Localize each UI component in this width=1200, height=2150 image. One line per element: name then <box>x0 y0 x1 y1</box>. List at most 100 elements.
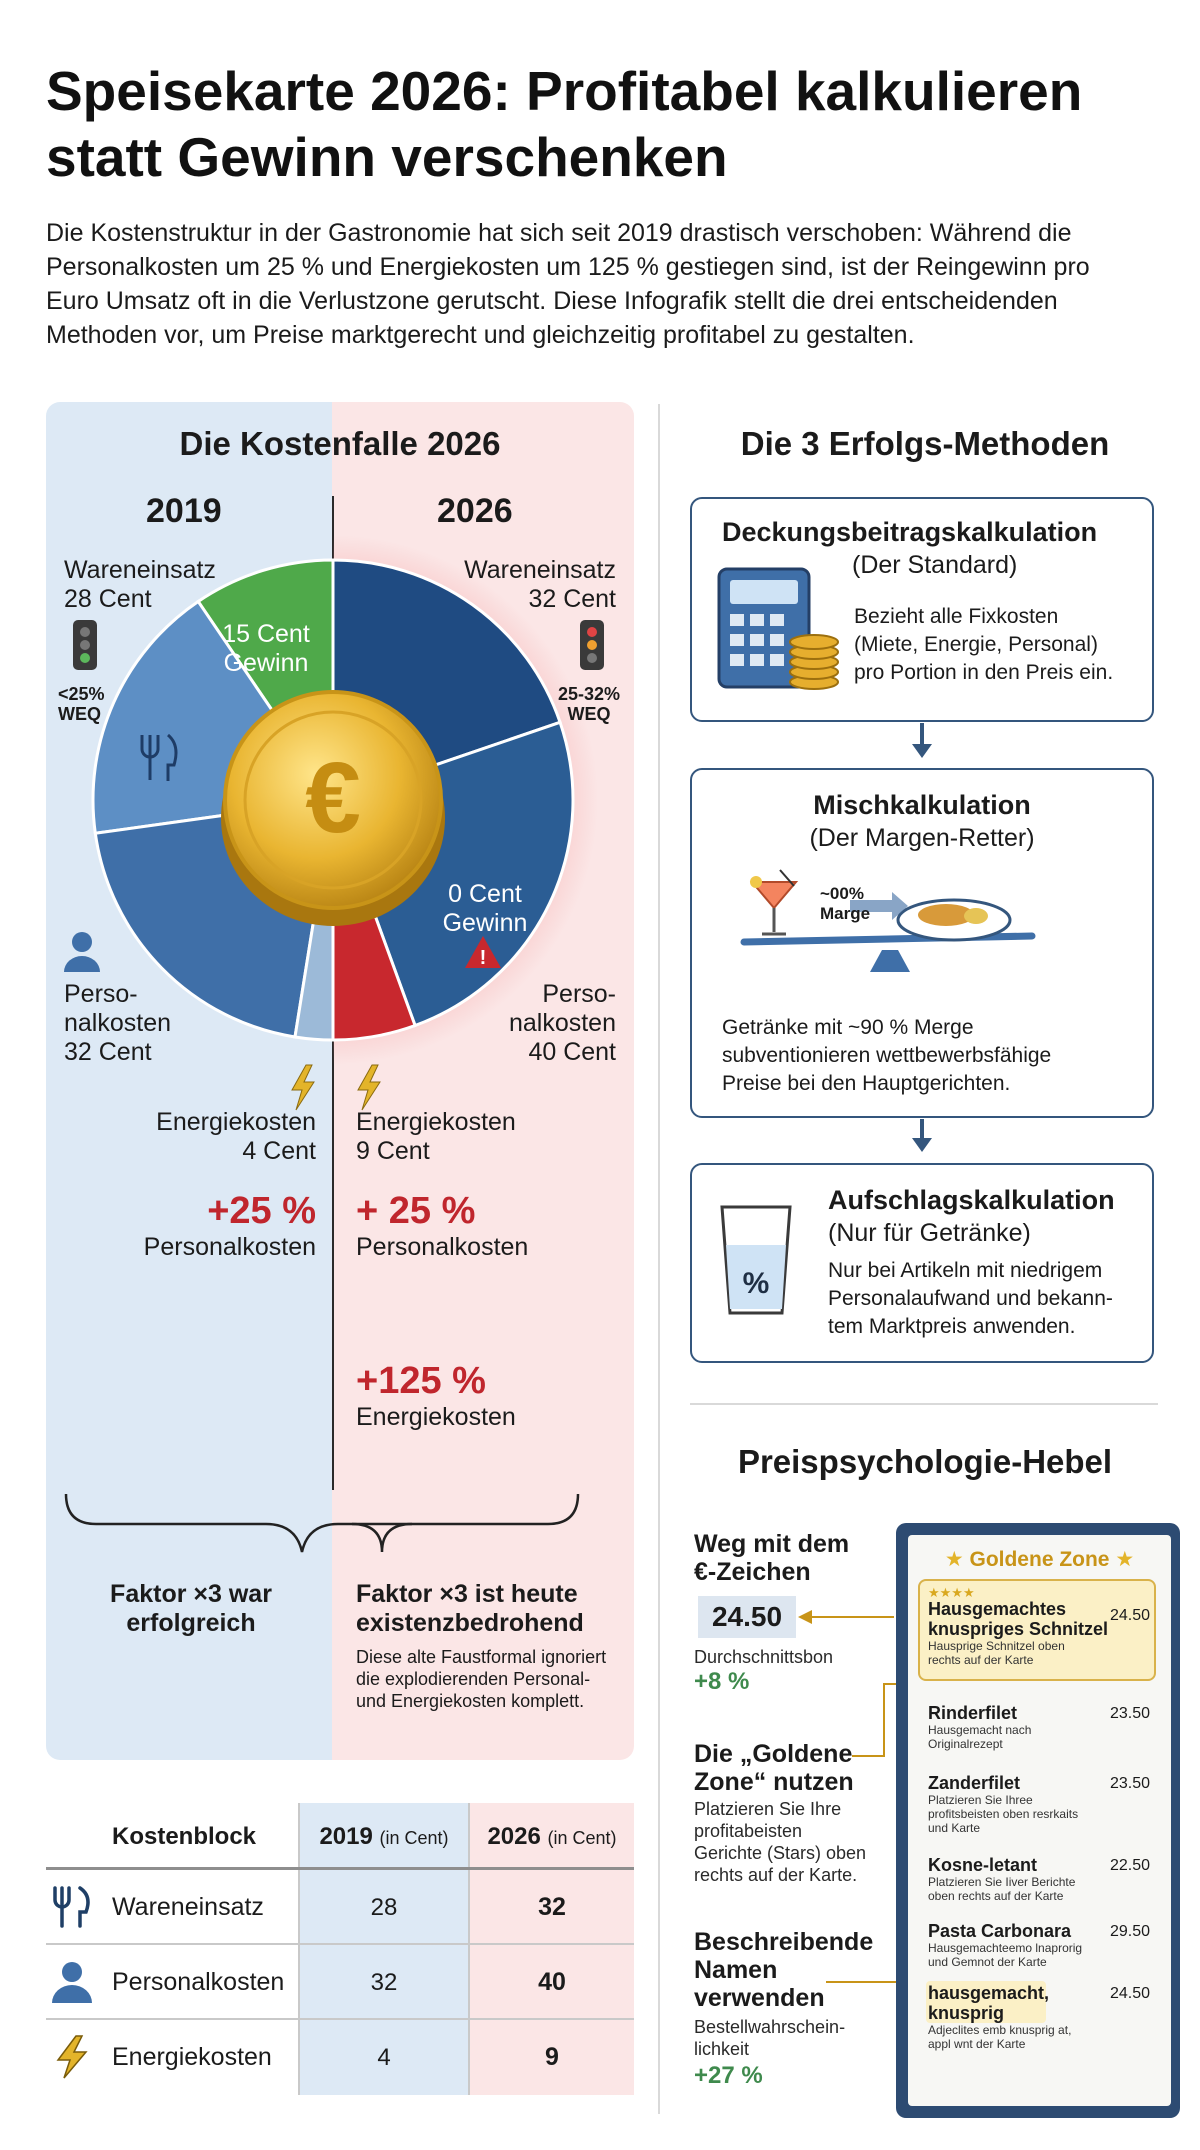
lever-zone-text: Platzieren Sie Ihre profitabeisten Geric… <box>694 1798 866 1886</box>
row-label: Wareneinsatz <box>112 1893 264 1921</box>
intro-line: Euro Umsatz oft in die Verlustzone gerut… <box>46 287 1058 315</box>
card-text-line: Getränke mit ~90 % Merge <box>722 1016 974 1039</box>
menu-item-name: knuspriges Schnitzel <box>928 1619 1109 1639</box>
card-text-line: Personalaufwand und bekann- <box>828 1287 1113 1310</box>
column-separator <box>658 404 660 2114</box>
card-text: Nur bei Artikeln mit niedrigem Personala… <box>828 1257 1113 1341</box>
cell-2026: 40 <box>468 1945 634 2018</box>
method-card-aufschlag: % Aufschlagskalkulation (Nur für Getränk… <box>690 1163 1154 1363</box>
label-text: nalkosten <box>64 1009 172 1037</box>
label-text: nalkosten <box>508 1009 616 1037</box>
cell-2026: 32 <box>468 1870 634 1943</box>
lever-text-line: rechts auf der Karte. <box>694 1865 858 1885</box>
card-text-line: (Miete, Energie, Personal) <box>854 633 1098 656</box>
menu-item-name: Pasta Carbonara <box>928 1921 1072 1941</box>
menu-item-desc: Hausgemachteemo lnaprorig <box>928 1941 1083 1955</box>
card-text: Getränke mit ~90 % Merge subventionieren… <box>722 1014 1051 1098</box>
warning-icon <box>465 936 501 968</box>
card-text-line: Preise bei den Hauptgerichten. <box>722 1072 1011 1095</box>
page-title: Speisekarte 2026: Profitabel kalkulieren… <box>46 58 1166 190</box>
label-value: 4 Cent <box>242 1137 316 1165</box>
weq-value: <25% <box>58 684 105 704</box>
menu-item: hausgemacht, knusprig Adjeclites emb knus… <box>928 1983 1156 2051</box>
coins-icon <box>789 634 839 690</box>
weq-word: WEQ <box>567 704 611 724</box>
intro-line: Personalkosten um 25 % und Energiekosten… <box>46 253 1090 281</box>
seesaw-scale-icon <box>740 869 1036 972</box>
increase2-2026: +125 % Energiekosten <box>356 1360 516 1432</box>
menu-item-desc: profitsbeisten oben resrkaits <box>928 1807 1079 1821</box>
warning-mark: ! <box>480 947 487 969</box>
marge-value: ~00% <box>820 884 864 903</box>
card-title: Aufschlagskalkulation <box>828 1185 1115 1215</box>
increase-label: Personalkosten <box>356 1233 529 1261</box>
faktor-note: Diese alte Faustformal ignoriert die exp… <box>356 1646 606 1712</box>
cell-2019: 32 <box>298 1945 468 2018</box>
note-line: Diese alte Faustformal ignoriert <box>356 1647 607 1667</box>
faktor-line: existenzbedrohend <box>356 1609 584 1637</box>
stars-rating-icon: ★★★★ <box>928 1585 975 1600</box>
card-text-line: tem Marktpreis anwenden. <box>828 1315 1076 1338</box>
increase-value: +25 % <box>207 1190 316 1232</box>
lever-names-title: Beschreibende Namen verwenden <box>694 1928 873 2012</box>
menu-item-name: Kosne-letant <box>928 1855 1038 1875</box>
menu-item-desc: Platzieren Sie Ihree <box>928 1793 1033 1807</box>
year-2019-label: 2019 <box>146 492 222 530</box>
card-text: Bezieht alle Fixkosten (Miete, Energie, … <box>854 603 1113 687</box>
lightning-icon <box>56 2035 88 2079</box>
traffic-light-icon-2026 <box>580 620 604 670</box>
menu-item-desc: Platzieren Sie Iiver Berichte <box>928 1875 1076 1889</box>
flow-arrow <box>920 1119 924 1145</box>
menu-card: ★ Goldene Zone ★ ★★★★ Hausgemachtes knusp… <box>896 1523 1180 2118</box>
lever-text-line: Bestellwahrschein- <box>694 2017 846 2037</box>
label-value: 28 Cent <box>64 585 152 613</box>
scale-marge-label: ~00% Marge <box>820 884 870 924</box>
lever-title-line: Zone“ nutzen <box>694 1768 854 1796</box>
lever-text-line: Platzieren Sie Ihre <box>694 1799 842 1819</box>
lever-names-value: +27 % <box>694 2062 763 2089</box>
lever-text-line: lichkeit <box>694 2039 750 2059</box>
weq-value: 25-32% <box>557 684 621 704</box>
lever-title-line: Namen <box>694 1956 778 1984</box>
lever-text-line: profitabeisten <box>694 1821 803 1841</box>
person-icon <box>64 932 100 972</box>
menu-item-name: Hausgemachtes <box>928 1599 1067 1619</box>
label-text: Wareneinsatz <box>64 556 216 584</box>
waren-2019-label: Wareneinsatz 28 Cent <box>64 556 216 614</box>
lever-euro-value: +8 % <box>694 1668 750 1695</box>
arrow-down-icon <box>912 744 932 758</box>
euro-coin-icon <box>223 690 443 910</box>
traffic-light-icon-2019 <box>73 620 97 670</box>
lightning-icon <box>291 1064 315 1111</box>
increase-label: Energiekosten <box>356 1403 516 1431</box>
card-text-line: pro Portion in den Preis ein. <box>854 661 1114 684</box>
intro-line: Methoden vor, um Preise marktgerecht und… <box>46 321 915 349</box>
menu-item-desc: Hausgemacht nach <box>928 1723 1032 1737</box>
lever-title-line: €-Zeichen <box>694 1558 811 1586</box>
menu-item: Hausgemachtes knuspriges Schnitzel Hauspr… <box>928 1599 1156 1667</box>
year-2026-label: 2026 <box>437 492 513 530</box>
lever-title-line: Beschreibende <box>694 1928 874 1956</box>
golden-zone-highlight <box>918 1579 1156 1681</box>
card-subtitle: (Der Standard) <box>852 551 1018 579</box>
header-2026: 2026 (in Cent) <box>468 1803 634 1867</box>
lever-euro-title: Weg mit dem €-Zeichen <box>694 1530 849 1586</box>
header-2019: 2019 (in Cent) <box>298 1803 468 1867</box>
note-line: die explodierenden Personal- <box>356 1669 591 1689</box>
gewinn-word: Gewinn <box>223 649 309 677</box>
table-row: Personalkosten 32 40 <box>46 1945 634 2020</box>
fork-knife-icon <box>140 733 178 781</box>
weq-2019: <25% WEQ <box>58 684 105 724</box>
fork-knife-icon <box>53 1886 90 1928</box>
menu-item-desc: Hausprige Schnitzel oben <box>928 1639 1065 1653</box>
weq-2026: 25-32% WEQ <box>548 684 630 724</box>
lever-names-text: Bestellwahrschein- lichkeit <box>694 2016 845 2060</box>
menu-item-desc: Originalrezept <box>928 1737 1003 1751</box>
menu-item-price: 23.50 <box>1109 1775 1150 1792</box>
golden-zone-title: Goldene Zone <box>969 1548 1110 1571</box>
faktor-line: Faktor ×3 ist heute <box>356 1580 578 1608</box>
lever-zone-title: Die „Goldene Zone“ nutzen <box>694 1740 854 1796</box>
menu-item: Kosne-letant Platzieren Sie Iiver Berich… <box>928 1855 1156 1903</box>
card-subtitle: (Nur für Getränke) <box>828 1219 1031 1247</box>
menu-item-price: 29.50 <box>1109 1923 1150 1940</box>
